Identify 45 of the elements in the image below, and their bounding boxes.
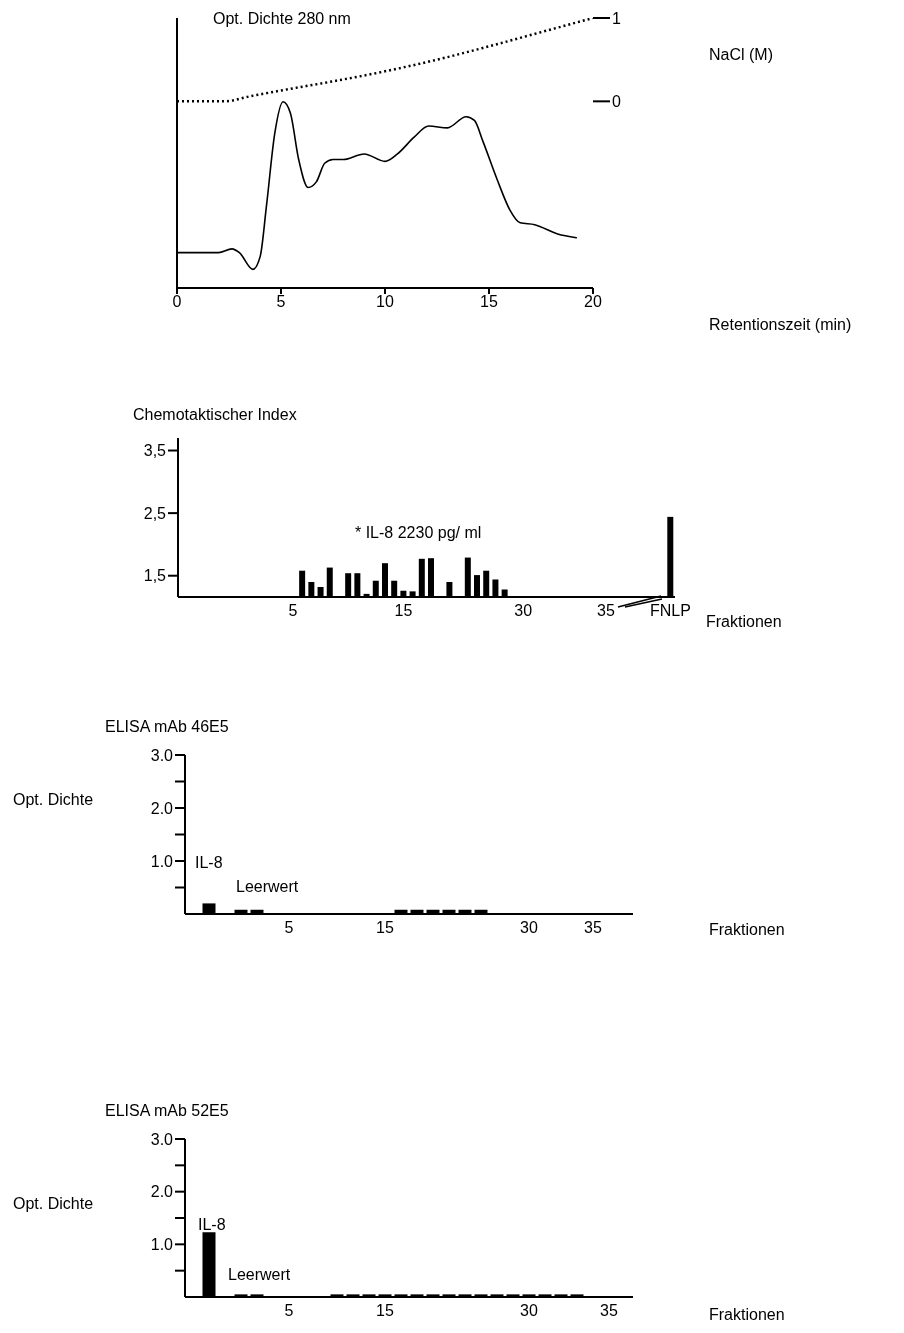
y-tick-label: 3.0 <box>150 746 174 764</box>
x-tick-label: 0 <box>172 293 182 311</box>
y-tick-label: 3.0 <box>150 1130 174 1148</box>
y-tick-label: 2,5 <box>143 504 167 522</box>
y-tick-label: 2.0 <box>150 799 174 817</box>
annotation: Leerwert <box>236 878 299 896</box>
y-tick-label: 1,5 <box>143 567 167 585</box>
x-tick-label: 10 <box>376 293 394 311</box>
x-tick-label: 30 <box>520 1302 538 1320</box>
chart-title: ELISA mAb 52E5 <box>105 1102 229 1120</box>
y-tick-label: 3,5 <box>143 442 167 460</box>
x-tick-label: 20 <box>584 293 602 311</box>
annotation: Leerwert <box>228 1266 291 1284</box>
y-axis-title: Opt. Dichte <box>13 1195 94 1213</box>
y2-tick-label: 1 <box>612 9 621 27</box>
annotation: IL-8 <box>198 1216 226 1234</box>
x-tick-label: 5 <box>276 293 286 311</box>
x-tick-label: 15 <box>376 1302 394 1320</box>
x-tick-label: 35 <box>597 602 615 620</box>
annotation: * IL-8 2230 pg/ ml <box>355 524 482 542</box>
y2-tick-label: 0 <box>612 93 621 111</box>
x-tick-label: 5 <box>284 919 294 937</box>
y-axis-title: Chemotaktischer Index <box>133 406 297 424</box>
x-axis-title: Fraktionen <box>709 921 785 939</box>
annotation: IL-8 <box>195 854 223 872</box>
x-tick-label: 35 <box>600 1302 618 1320</box>
y-axis-title: Opt. Dichte <box>13 791 94 809</box>
y2-axis-title: NaCl (M) <box>709 46 773 64</box>
y-tick-label: 1.0 <box>150 1236 174 1254</box>
y-tick-label: 1.0 <box>150 852 174 870</box>
x-axis-title: Retentionszeit (min) <box>709 316 852 334</box>
x-tick-label: 5 <box>284 1302 294 1320</box>
x-tick-label: 35 <box>584 919 602 937</box>
x-tick-label: FNLP <box>649 602 691 620</box>
x-axis-title: Fraktionen <box>709 1306 785 1324</box>
y-axis-title: Opt. Dichte 280 nm <box>213 10 351 28</box>
x-tick-label: 15 <box>480 293 498 311</box>
x-tick-label: 30 <box>514 602 533 620</box>
x-tick-label: 5 <box>288 602 298 620</box>
x-tick-label: 15 <box>394 602 413 620</box>
chart-title: ELISA mAb 46E5 <box>105 718 229 736</box>
y-tick-label: 2.0 <box>150 1183 174 1201</box>
x-axis-title: Fraktionen <box>706 613 782 631</box>
x-tick-label: 30 <box>520 919 538 937</box>
x-tick-label: 15 <box>376 919 394 937</box>
